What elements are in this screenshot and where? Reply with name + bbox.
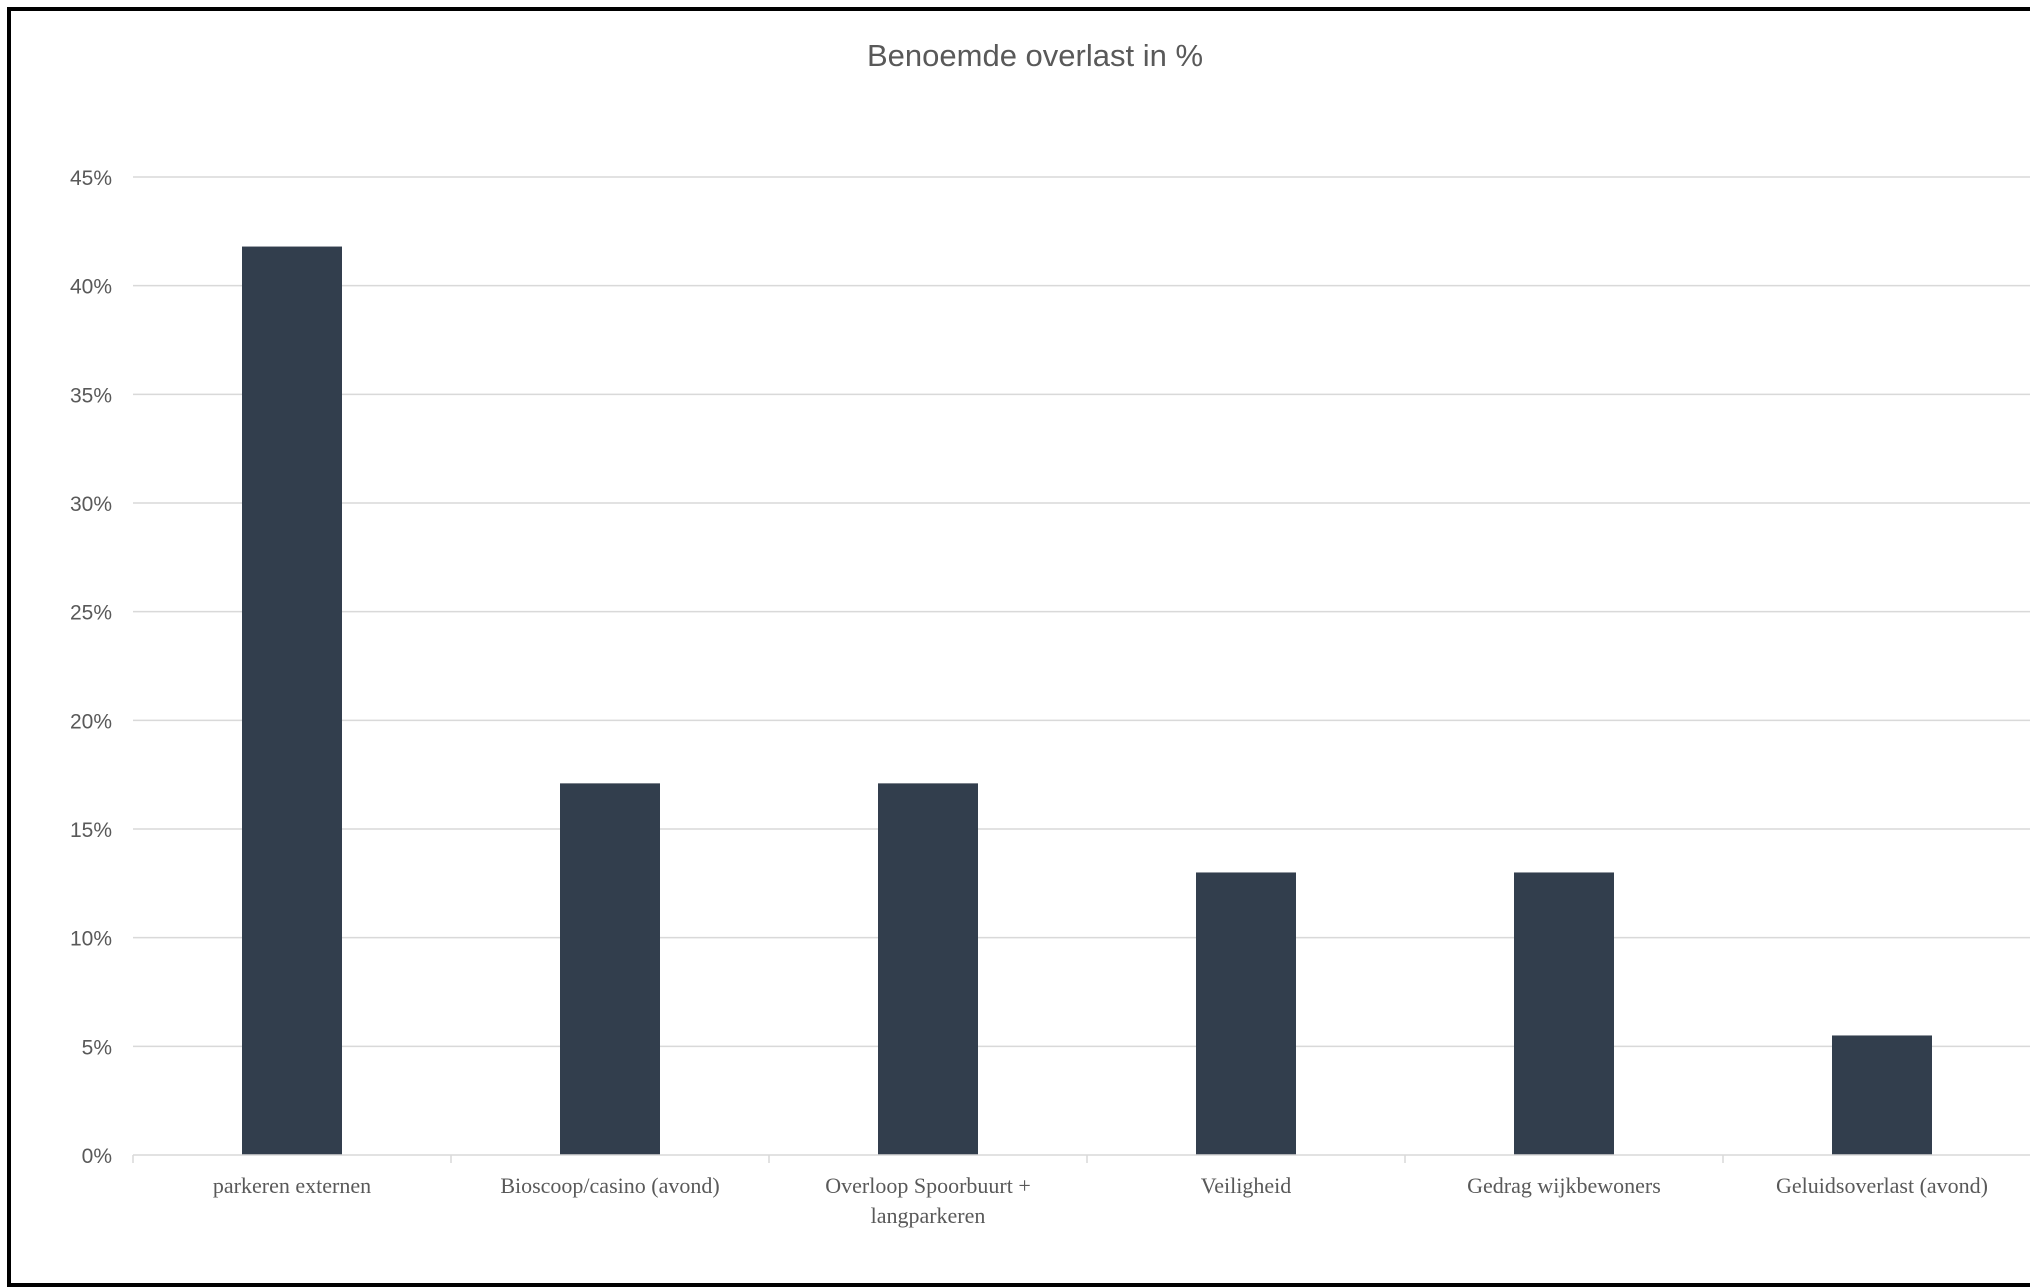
x-category-label: Bioscoop/casino (avond) (500, 1173, 719, 1198)
bar-5 (1514, 872, 1614, 1155)
bar-3 (878, 783, 978, 1155)
x-category-label: Overloop Spoorbuurt + (825, 1173, 1031, 1198)
bar-2 (560, 783, 660, 1155)
y-tick-label: 25% (70, 602, 112, 625)
y-tick-label: 5% (82, 1036, 112, 1059)
y-tick-label: 10% (70, 928, 112, 951)
x-axis (132, 1154, 2030, 1163)
x-category-label: Veiligheid (1201, 1173, 1291, 1198)
y-tick-label: 35% (70, 384, 112, 407)
bars (242, 246, 1932, 1156)
x-category-label: langparkeren (871, 1203, 986, 1228)
chart-frame (7, 7, 2030, 1287)
bar-6 (1832, 1035, 1932, 1155)
y-tick-label: 15% (70, 819, 112, 842)
y-axis-tick-labels: 0% 5% 10% 15% 20% 25% 30% 35% 40% 45% (70, 167, 112, 1168)
bar-4 (1196, 872, 1296, 1155)
x-category-label: parkeren externen (213, 1173, 371, 1198)
y-tick-label: 45% (70, 167, 112, 190)
x-category-label: Geluidsoverlast (avond) (1776, 1173, 1988, 1198)
gridlines (133, 176, 2030, 1048)
y-tick-label: 30% (70, 493, 112, 516)
y-tick-label: 20% (70, 710, 112, 733)
y-tick-label: 40% (70, 276, 112, 299)
x-axis-category-labels: parkeren externen Bioscoop/casino (avond)… (213, 1173, 1988, 1228)
x-category-label: Gedrag wijkbewoners (1467, 1173, 1661, 1198)
chart-title: Benoemde overlast in % (867, 38, 1203, 73)
bar-1 (242, 246, 342, 1156)
y-tick-label: 0% (82, 1145, 112, 1168)
